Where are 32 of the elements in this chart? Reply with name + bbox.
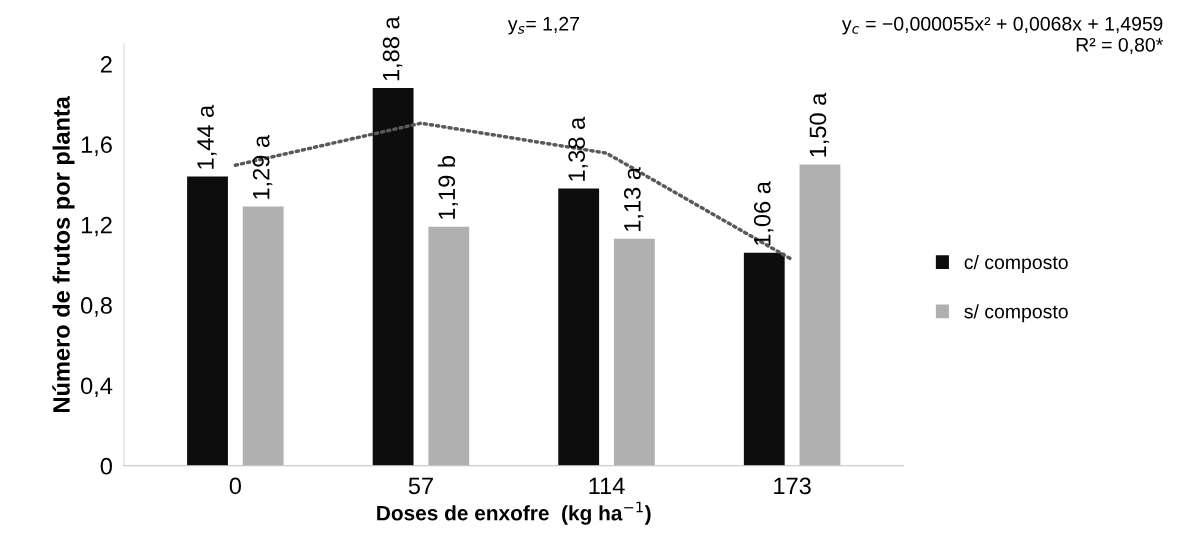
annotation: y$_{c}$ = −0,000055x² + 0,0068x + 1,4959 R² = 0,80* [841,16,1163,54]
bar [187,176,228,466]
x-tick-label: 0 [229,477,241,495]
data-label: 1,88 a [382,16,403,81]
bar [743,252,785,466]
data-label: 1,06 a [753,181,774,245]
y-tick-label: 0,4 [81,377,113,397]
data-label: 1,19 b [437,156,458,219]
bar [242,206,284,466]
legend-label: c/ composto [964,254,1068,274]
data-label: 1,29 a [252,134,273,199]
text: y$_{s}$= 1,27 [507,16,579,35]
y-tick-label: 1,6 [81,136,112,156]
data-label: 1,44 a [197,104,217,169]
bar [428,226,470,466]
x-tick-label: 57 [408,477,433,495]
bar [613,238,655,466]
x-axis-title: Doses de enxofre (kg ha$^{−1}$) [377,501,651,525]
data-label: 1,13 a [623,167,644,231]
y-tick-label: 2 [100,56,112,73]
bar [372,88,414,466]
data-label: 1,50 a [809,92,830,157]
x-tick-label: 114 [589,477,625,495]
y-axis-title: Número de frutos por planta [52,95,75,412]
bar [799,164,841,466]
y-tick-label: 1,2 [81,216,112,237]
x-tick-label: 173 [774,477,811,495]
data-label: 1,38 a [568,116,588,181]
y-tick-label: 0 [100,457,112,475]
legend-label: s/ composto [964,304,1068,323]
y-tick-label: 0,8 [81,297,112,317]
bar [558,188,600,466]
